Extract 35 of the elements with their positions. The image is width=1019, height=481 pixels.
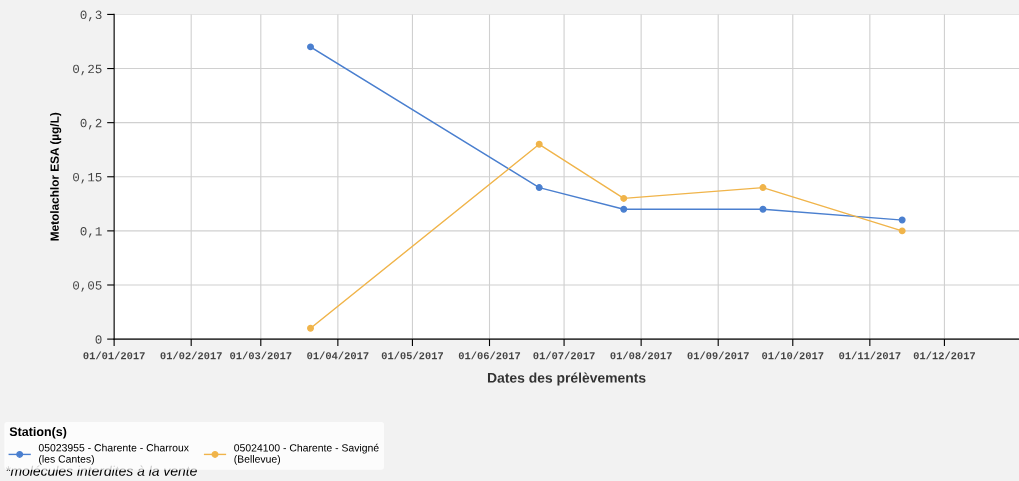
point <box>535 184 543 192</box>
legend-label: 05023955 - Charente - Charroux (les Cantes) <box>38 443 189 465</box>
point <box>307 324 314 332</box>
y-axis-title: Metolachlor ESA (µg/L) <box>50 112 62 241</box>
legend-title: Station(s) <box>9 426 67 439</box>
y-tick-label: 0,25 <box>73 64 102 76</box>
x-tick-label: 01/02/2017 <box>160 351 222 360</box>
x-tick-label: 01/06/2017 <box>458 351 521 360</box>
x-tick-label: 01/10/2017 <box>762 351 824 360</box>
text: *molécules interdites à la vente <box>5 465 197 476</box>
point <box>620 205 628 213</box>
x-tick-label: 01/12/2017 <box>913 351 975 360</box>
y-tick-label: 0,2 <box>80 118 102 130</box>
y-tick-label: 0,3 <box>80 10 102 22</box>
x-tick-label: 01/09/2017 <box>687 351 749 360</box>
y-tick-label: 0,05 <box>73 281 102 292</box>
x-tick-label: 01/01/2017 <box>83 351 145 360</box>
y-tick-label: 0 <box>95 335 102 344</box>
x-tick-label: 01/04/2017 <box>307 351 369 360</box>
legend-label: 05024100 - Charente - Savigné (Bellevue) <box>234 443 379 465</box>
x-axis-title: Dates des prélèvements <box>487 372 646 386</box>
x-tick-label: 01/05/2017 <box>381 351 443 360</box>
point <box>535 140 543 148</box>
y-tick-label: 0,15 <box>73 172 102 184</box>
point <box>759 205 767 213</box>
x-tick-label: 01/11/2017 <box>839 351 901 360</box>
point <box>620 194 628 202</box>
point <box>307 43 314 51</box>
x-tick-label: 01/08/2017 <box>610 351 672 360</box>
point <box>898 216 906 224</box>
point <box>759 184 767 192</box>
y-tick-label: 0,1 <box>80 227 102 238</box>
x-tick-label: 01/03/2017 <box>230 351 292 360</box>
x-tick-label: 01/07/2017 <box>533 351 595 360</box>
point <box>898 227 906 235</box>
